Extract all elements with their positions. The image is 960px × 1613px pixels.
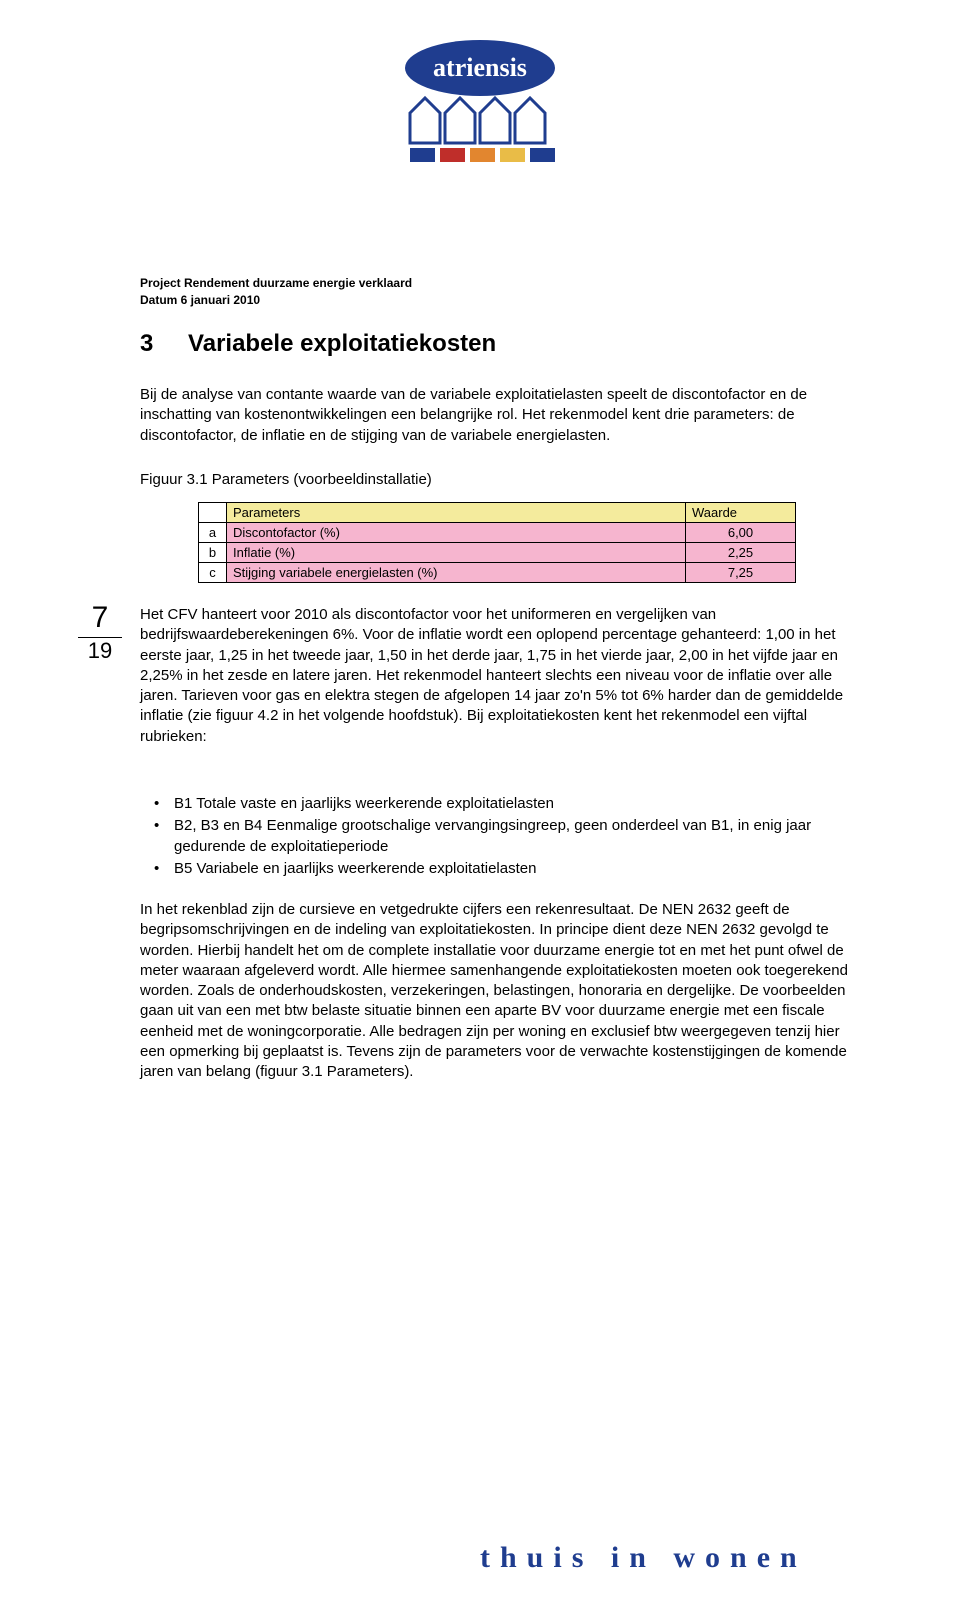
document-meta: Project Rendement duurzame energie verkl… bbox=[140, 275, 412, 310]
list-item: B1 Totale vaste en jaarlijks weerkerende… bbox=[140, 794, 860, 814]
section-heading: 3 Variabele exploitatiekosten bbox=[140, 330, 496, 358]
parameters-table: Parameters Waarde a Discontofactor (%) 6… bbox=[198, 502, 796, 583]
page-total: 19 bbox=[78, 638, 122, 664]
figure-caption: Figuur 3.1 Parameters (voorbeeldinstalla… bbox=[140, 470, 860, 490]
table-cell-key: b bbox=[199, 543, 227, 563]
atriensis-logo: atriensis bbox=[380, 38, 580, 173]
list-item: B2, B3 en B4 Eenmalige grootschalige ver… bbox=[140, 816, 860, 857]
table-cell-key: a bbox=[199, 523, 227, 543]
table-row: c Stijging variabele energielasten (%) 7… bbox=[199, 563, 796, 583]
table-header-blank bbox=[199, 503, 227, 523]
heading-number: 3 bbox=[140, 330, 153, 357]
footer-logo: thuis in wonen bbox=[480, 1541, 880, 1575]
table-header-parameters: Parameters bbox=[227, 503, 686, 523]
table-cell-value: 7,25 bbox=[686, 563, 796, 583]
table-cell-label: Inflatie (%) bbox=[227, 543, 686, 563]
list-item: B5 Variabele en jaarlijks weerkerende ex… bbox=[140, 859, 860, 879]
bullet-list: B1 Totale vaste en jaarlijks weerkerende… bbox=[140, 794, 860, 881]
table-cell-value: 6,00 bbox=[686, 523, 796, 543]
paragraph-cfv: Het CFV hanteert voor 2010 als discontof… bbox=[140, 605, 860, 747]
page-current: 7 bbox=[78, 601, 122, 635]
table-cell-label: Discontofactor (%) bbox=[227, 523, 686, 543]
table-cell-key: c bbox=[199, 563, 227, 583]
footer-color-bar bbox=[140, 1561, 440, 1569]
svg-text:atriensis: atriensis bbox=[433, 53, 527, 82]
page-indicator: 7 19 bbox=[78, 601, 122, 664]
table-cell-value: 2,25 bbox=[686, 543, 796, 563]
meta-project: Project Rendement duurzame energie verkl… bbox=[140, 275, 412, 292]
table-cell-label: Stijging variabele energielasten (%) bbox=[227, 563, 686, 583]
table-row: b Inflatie (%) 2,25 bbox=[199, 543, 796, 563]
heading-title: Variabele exploitatiekosten bbox=[188, 330, 496, 357]
table-row: a Discontofactor (%) 6,00 bbox=[199, 523, 796, 543]
footer-logo-text: thuis in wonen bbox=[480, 1541, 807, 1574]
paragraph-rekenblad: In het rekenblad zijn de cursieve en vet… bbox=[140, 900, 860, 1082]
meta-date: Datum 6 januari 2010 bbox=[140, 292, 412, 309]
paragraph-intro: Bij de analyse van contante waarde van d… bbox=[140, 385, 860, 446]
table-header-waarde: Waarde bbox=[686, 503, 796, 523]
